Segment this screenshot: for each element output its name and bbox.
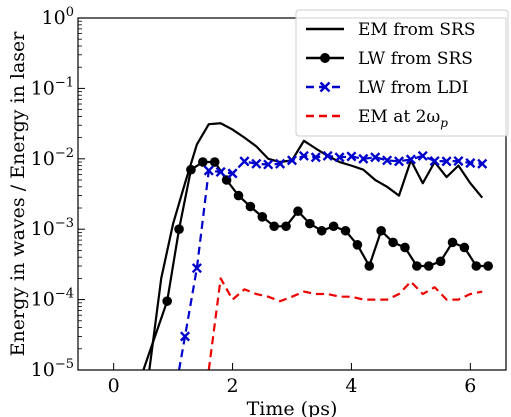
data-point xyxy=(352,240,363,250)
data-point xyxy=(453,155,464,167)
legend-marker xyxy=(319,81,331,93)
data-point xyxy=(286,155,298,166)
plot-frame xyxy=(77,17,507,371)
data-point xyxy=(209,157,220,167)
data-point xyxy=(316,225,327,236)
data-point xyxy=(429,155,440,167)
legend: EM from SRS LW from SRS LW from LDI EM at 2… xyxy=(295,9,509,137)
legend-item: EM at 2ωp xyxy=(306,107,448,130)
data-point xyxy=(281,221,291,232)
data-point xyxy=(400,242,410,253)
data-point xyxy=(382,155,393,166)
y-tick-label: 100 xyxy=(42,5,74,29)
data-point xyxy=(370,152,381,163)
legend-item: LW from SRS xyxy=(306,49,473,69)
legend-item: EM from SRS xyxy=(306,20,476,40)
data-point xyxy=(198,157,208,167)
data-point xyxy=(322,150,333,161)
data-point xyxy=(310,152,321,163)
data-point xyxy=(471,261,482,271)
data-point xyxy=(263,159,274,170)
data-point xyxy=(251,158,262,169)
data-point xyxy=(393,156,405,167)
data-point xyxy=(412,261,422,271)
data-point xyxy=(191,263,202,274)
series-0 xyxy=(148,122,484,370)
x-tick-label: 2 xyxy=(227,375,239,397)
data-point xyxy=(364,261,375,271)
x-axis-label: Time (ps) xyxy=(247,398,338,417)
y-tick-label: 10−3 xyxy=(31,216,74,240)
data-point xyxy=(388,237,398,248)
data-point xyxy=(275,158,286,169)
data-point xyxy=(483,261,493,271)
data-point xyxy=(162,296,172,306)
data-point xyxy=(465,158,476,169)
data-point xyxy=(334,152,345,163)
data-point xyxy=(435,256,446,267)
data-point xyxy=(245,201,256,212)
data-point xyxy=(227,168,238,179)
series-3 xyxy=(207,277,483,370)
data-point xyxy=(174,224,184,234)
series-line xyxy=(207,277,483,370)
data-point xyxy=(358,153,369,164)
data-point xyxy=(203,165,214,176)
y-tick-label: 10−4 xyxy=(31,287,74,311)
x-tick-label: 4 xyxy=(345,375,357,397)
data-point xyxy=(293,206,303,217)
data-point xyxy=(346,151,357,162)
legend-label: EM from SRS xyxy=(358,20,476,40)
y-tick-label: 10−5 xyxy=(31,357,74,381)
series-1 xyxy=(142,157,493,370)
legend-label: LW from SRS xyxy=(358,49,473,69)
legend-item: LW from LDI xyxy=(306,78,469,98)
y-tick-label: 10−2 xyxy=(31,146,74,170)
legend-label: EM at 2ωp xyxy=(358,107,448,130)
legend-marker xyxy=(320,53,330,63)
data-point xyxy=(423,261,434,271)
data-point xyxy=(257,212,268,222)
data-point xyxy=(441,156,452,167)
legend-label: LW from LDI xyxy=(358,78,469,98)
x-tick-label: 6 xyxy=(464,375,476,397)
x-tick-label: 0 xyxy=(108,375,120,397)
data-point xyxy=(405,154,416,165)
data-point xyxy=(186,164,196,175)
data-point xyxy=(239,156,250,167)
data-point xyxy=(417,150,428,161)
y-axis-label: Energy in waves / Energy in laser xyxy=(7,31,29,357)
data-point xyxy=(305,218,315,229)
data-point xyxy=(376,225,386,236)
series-2 xyxy=(177,150,488,370)
data-point xyxy=(179,331,191,342)
data-point xyxy=(447,237,458,248)
data-point xyxy=(269,221,279,232)
data-point xyxy=(459,242,470,253)
series-line xyxy=(148,122,484,370)
data-point xyxy=(340,225,351,236)
data-point xyxy=(215,166,226,178)
data-point xyxy=(328,221,339,232)
y-tick-label: 10−1 xyxy=(31,75,74,99)
data-point xyxy=(233,190,244,201)
data-point xyxy=(477,158,488,169)
data-point xyxy=(298,150,309,161)
series-layer xyxy=(142,122,493,370)
legend-box xyxy=(295,9,509,137)
